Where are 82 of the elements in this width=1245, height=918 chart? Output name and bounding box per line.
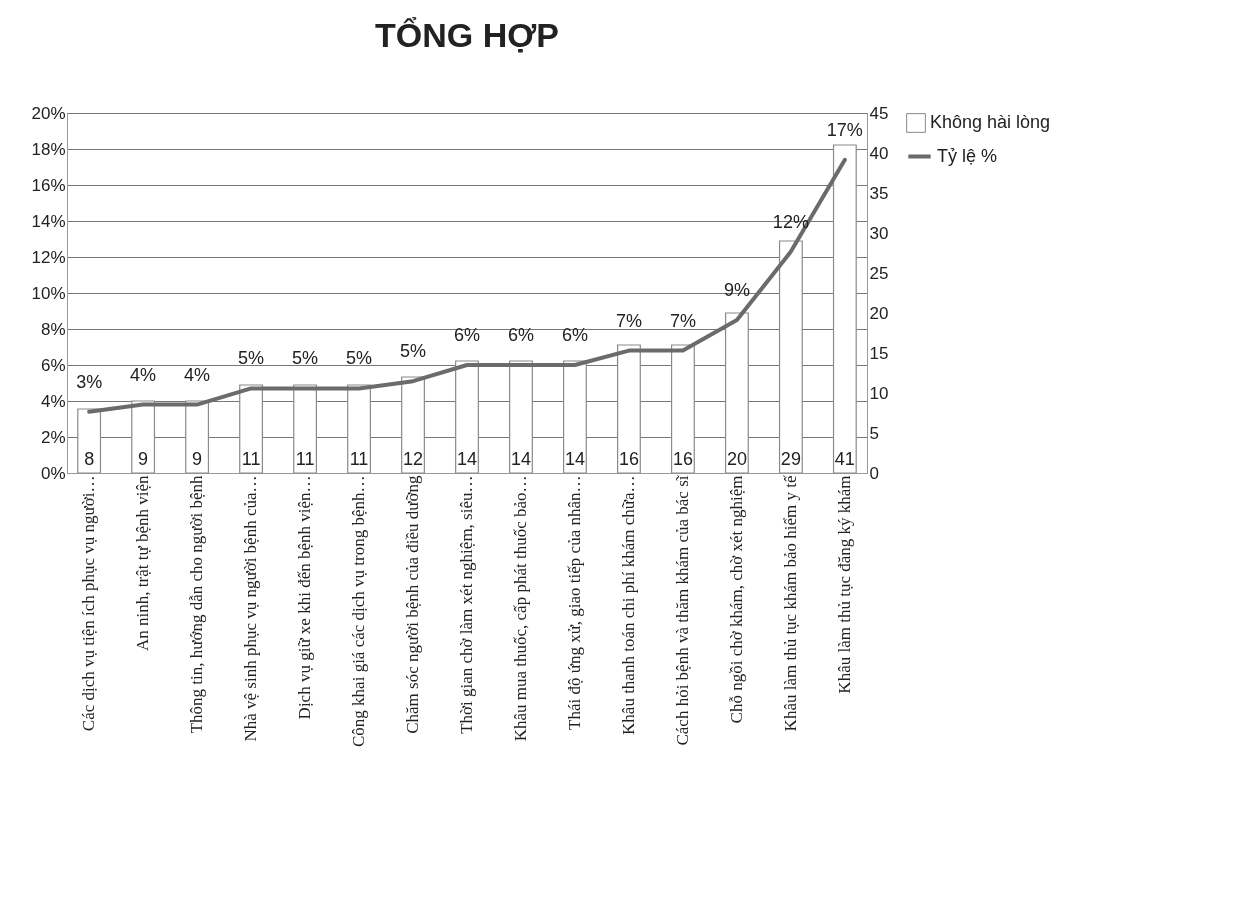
y2-tick-label: 35	[869, 183, 889, 203]
data-label: 16	[618, 449, 639, 469]
data-label: 8	[84, 449, 95, 469]
y2-tick-label: 0	[869, 463, 879, 483]
data-label: 7%	[615, 310, 642, 331]
y-tick-label: 8%	[40, 319, 66, 339]
data-label: 4%	[130, 364, 157, 385]
x-tick-label: Thời gian chờ làm xét nghiệm, siêu…	[457, 475, 476, 734]
x-tick-label: Thông tin, hướng dẫn cho người bệnh	[187, 475, 207, 734]
data-label: 14	[510, 449, 531, 469]
x-tick-label: Dịch vụ giữ xe khi đến bệnh viện…	[295, 475, 315, 720]
data-label: 41	[834, 449, 855, 469]
x-tick-label: Khâu thanh toán chi phí khám chữa…	[618, 475, 638, 735]
data-label: 11	[295, 449, 315, 469]
data-label: 11	[349, 449, 369, 469]
bar	[293, 384, 317, 474]
bar	[509, 360, 533, 474]
bar	[239, 384, 264, 474]
x-tick-label: Khâu làm thủ tục đăng ký khám	[834, 475, 854, 694]
y-tick-label: 16%	[31, 175, 66, 195]
data-label: 5%	[400, 341, 427, 362]
y-tick-label: 18%	[31, 139, 66, 159]
legend-label: Không hài lòng	[930, 112, 1051, 132]
x-tick-label: Chỗ ngồi chờ khám, chờ xét nghiệm	[726, 475, 746, 724]
x-tick-label: Thái độ ứng xử, giao tiếp của nhân…	[564, 475, 584, 730]
data-label: 12	[403, 449, 424, 469]
chart-title: TỔNG HỢP	[375, 16, 559, 54]
x-tick-label: Khâu làm thủ tục khám bảo hiểm y tế	[780, 475, 800, 732]
x-tick-label: Cách hỏi bệnh và thăm khám của bác sĩ	[672, 474, 692, 746]
data-label: 6%	[507, 325, 534, 345]
data-label: 4%	[184, 364, 211, 385]
x-tick-label: Các dịch vụ tiện ích phục vụ người…	[79, 475, 99, 732]
y2-tick-label: 25	[869, 263, 889, 283]
y-tick-label: 6%	[40, 355, 66, 375]
bar	[401, 376, 425, 474]
data-label: 11	[241, 449, 261, 469]
data-label: 5%	[238, 348, 265, 369]
data-label: 14	[564, 449, 585, 469]
data-label: 7%	[669, 310, 696, 331]
x-tick-label: Nhà vệ sinh phục vụ người bệnh của…	[241, 475, 261, 742]
y2-tick-label: 45	[869, 103, 889, 123]
y2-tick-label: 10	[869, 383, 889, 403]
y-tick-label: 0%	[40, 463, 66, 483]
bar	[347, 384, 371, 474]
bar	[832, 144, 857, 474]
y2-tick-label: 20	[869, 303, 889, 323]
y-tick-label: 14%	[31, 211, 66, 231]
x-tick-label: Chăm sóc người bệnh của điều dưỡng	[403, 475, 423, 734]
y2-tick-label: 5	[869, 423, 879, 443]
y2-tick-label: 40	[869, 143, 889, 163]
y-tick-label: 20%	[31, 103, 66, 123]
data-label: 29	[780, 449, 801, 469]
data-label: 20	[726, 449, 747, 469]
x-tick-label: An ninh, trật tự bệnh viện	[133, 475, 153, 651]
bar	[77, 408, 102, 474]
data-label: 14	[456, 449, 478, 469]
bar	[563, 360, 587, 474]
bar	[131, 400, 156, 474]
bar	[185, 400, 210, 474]
data-label: 9	[192, 449, 203, 469]
data-label: 9	[138, 449, 149, 469]
bar	[670, 344, 695, 474]
x-tick-label: Khâu mua thuốc, cấp phát thuốc bảo…	[510, 475, 530, 742]
data-label: 3%	[76, 371, 103, 392]
data-label: 5%	[292, 348, 319, 369]
y2-tick-label: 30	[869, 223, 889, 243]
y-tick-label: 10%	[31, 283, 66, 303]
y2-tick-label: 15	[869, 343, 889, 363]
legend-label: Tỷ lệ %	[937, 145, 998, 166]
bar	[455, 360, 479, 474]
bar	[724, 312, 749, 474]
data-label: 6%	[453, 325, 481, 345]
bar	[778, 240, 803, 474]
x-tick-label: Công khai giá các dịch vụ trong bệnh…	[349, 475, 369, 747]
bar	[617, 344, 641, 474]
y-tick-label: 4%	[40, 391, 66, 411]
data-label: 6%	[561, 325, 588, 345]
data-label: 16	[672, 449, 693, 469]
y-tick-label: 2%	[40, 427, 66, 447]
y-tick-label: 12%	[31, 247, 66, 267]
data-label: 17%	[826, 119, 863, 140]
data-label: 5%	[346, 348, 373, 369]
